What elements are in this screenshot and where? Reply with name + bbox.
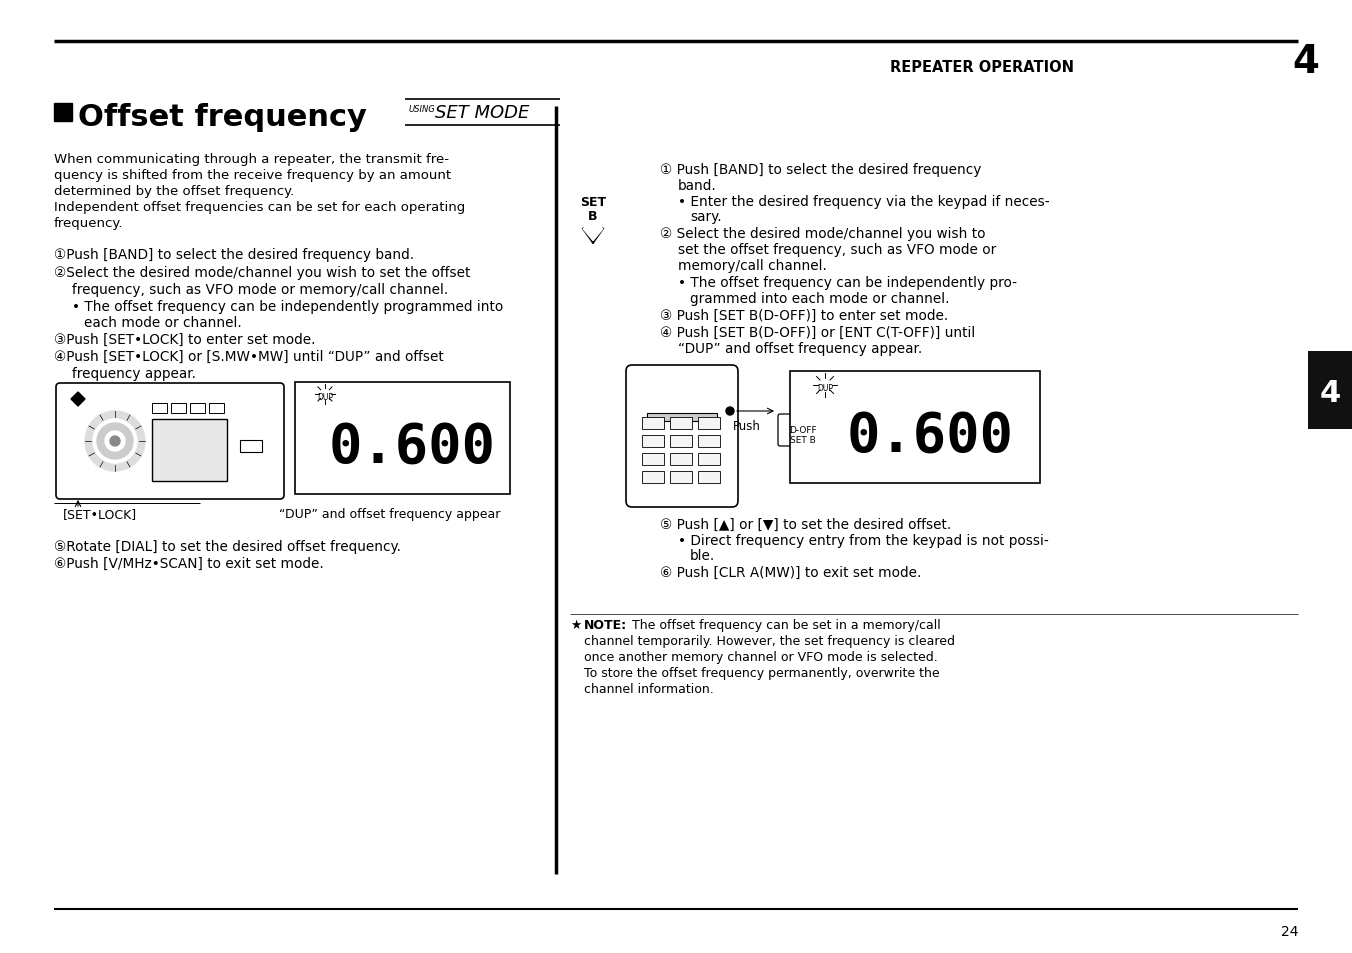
Bar	[671, 454, 692, 465]
Bar	[642, 454, 664, 465]
Circle shape	[105, 432, 124, 452]
Text: determined by the offset frequency.: determined by the offset frequency.	[54, 185, 295, 198]
Text: SET: SET	[580, 195, 606, 209]
Bar	[671, 436, 692, 448]
Text: • The offset frequency can be independently programmed into: • The offset frequency can be independen…	[72, 299, 503, 314]
Text: Offset frequency: Offset frequency	[78, 102, 366, 132]
Bar	[698, 417, 721, 430]
Text: 0.600: 0.600	[846, 409, 1014, 462]
Text: • Enter the desired frequency via the keypad if neces-: • Enter the desired frequency via the ke…	[677, 194, 1049, 209]
Text: ③Push [SET•LOCK] to enter set mode.: ③Push [SET•LOCK] to enter set mode.	[54, 333, 315, 347]
Text: ⑥Push [V/MHz•SCAN] to exit set mode.: ⑥Push [V/MHz•SCAN] to exit set mode.	[54, 557, 323, 571]
Bar	[210, 403, 224, 414]
Text: 0.600: 0.600	[329, 420, 495, 473]
Text: ④ Push [SET B(D-OFF)] or [ENT C(T-OFF)] until: ④ Push [SET B(D-OFF)] or [ENT C(T-OFF)] …	[660, 326, 975, 339]
Bar	[671, 472, 692, 483]
Text: Independent offset frequencies can be set for each operating: Independent offset frequencies can be se…	[54, 201, 465, 213]
Text: frequency.: frequency.	[54, 216, 123, 230]
Bar	[648, 414, 717, 421]
Text: channel information.: channel information.	[584, 682, 714, 696]
Bar	[698, 454, 721, 465]
Text: frequency, such as VFO mode or memory/call channel.: frequency, such as VFO mode or memory/ca…	[72, 283, 449, 296]
Bar	[642, 417, 664, 430]
Text: ②Select the desired mode/channel you wish to set the offset: ②Select the desired mode/channel you wis…	[54, 266, 470, 280]
Text: once another memory channel or VFO mode is selected.: once another memory channel or VFO mode …	[584, 650, 938, 663]
Circle shape	[93, 419, 137, 463]
Text: The offset frequency can be set in a memory/call: The offset frequency can be set in a mem…	[631, 618, 941, 631]
Text: ⑤ Push [▲] or [▼] to set the desired offset.: ⑤ Push [▲] or [▼] to set the desired off…	[660, 517, 952, 532]
Text: ⑤Rotate [DIAL] to set the desired offset frequency.: ⑤Rotate [DIAL] to set the desired offset…	[54, 539, 402, 554]
Text: quency is shifted from the receive frequency by an amount: quency is shifted from the receive frequ…	[54, 169, 452, 182]
FancyBboxPatch shape	[626, 366, 738, 507]
Text: • Direct frequency entry from the keypad is not possi-: • Direct frequency entry from the keypad…	[677, 534, 1049, 547]
Text: memory/call channel.: memory/call channel.	[677, 258, 827, 273]
Bar	[642, 472, 664, 483]
FancyBboxPatch shape	[777, 415, 827, 447]
Text: ① Push [BAND] to select the desired frequency: ① Push [BAND] to select the desired freq…	[660, 163, 982, 177]
Bar	[642, 436, 664, 448]
Text: 4: 4	[1293, 43, 1320, 81]
Bar	[698, 436, 721, 448]
Text: ①Push [BAND] to select the desired frequency band.: ①Push [BAND] to select the desired frequ…	[54, 248, 414, 262]
Circle shape	[726, 408, 734, 416]
Text: DUP: DUP	[316, 393, 333, 401]
Text: ★: ★	[571, 618, 581, 631]
Text: “DUP” and offset frequency appear: “DUP” and offset frequency appear	[280, 507, 500, 520]
Text: When communicating through a repeater, the transmit fre-: When communicating through a repeater, t…	[54, 152, 449, 166]
Text: “DUP” and offset frequency appear.: “DUP” and offset frequency appear.	[677, 341, 922, 355]
Text: 4: 4	[1320, 378, 1341, 407]
Circle shape	[110, 436, 120, 447]
Circle shape	[85, 412, 145, 472]
Text: ④Push [SET•LOCK] or [S.MW•MW] until “DUP” and offset: ④Push [SET•LOCK] or [S.MW•MW] until “DUP…	[54, 350, 443, 364]
Text: NOTE:: NOTE:	[584, 618, 627, 631]
Text: each mode or channel.: each mode or channel.	[84, 315, 242, 330]
Circle shape	[97, 423, 132, 459]
Text: REPEATER OPERATION: REPEATER OPERATION	[890, 60, 1073, 75]
Text: ③ Push [SET B(D-OFF)] to enter set mode.: ③ Push [SET B(D-OFF)] to enter set mode.	[660, 309, 948, 323]
FancyBboxPatch shape	[55, 384, 284, 499]
Bar	[151, 403, 168, 414]
Bar	[790, 372, 1040, 483]
Text: D-OFF: D-OFF	[790, 426, 817, 435]
Polygon shape	[72, 393, 85, 407]
Text: B: B	[588, 211, 598, 223]
Bar	[295, 382, 510, 495]
Text: To store the offset frequency permanently, overwrite the: To store the offset frequency permanentl…	[584, 666, 940, 679]
Bar	[54, 104, 72, 122]
Text: DUP: DUP	[817, 384, 833, 393]
Text: SET B: SET B	[790, 436, 815, 444]
Text: • The offset frequency can be independently pro-: • The offset frequency can be independen…	[677, 275, 1017, 290]
Text: set the offset frequency, such as VFO mode or: set the offset frequency, such as VFO mo…	[677, 243, 996, 256]
Text: ble.: ble.	[690, 548, 715, 562]
Bar	[1307, 352, 1352, 430]
Text: Push: Push	[733, 420, 761, 433]
Polygon shape	[583, 230, 603, 241]
Bar	[671, 417, 692, 430]
Bar	[151, 419, 227, 481]
Text: frequency appear.: frequency appear.	[72, 367, 196, 380]
Text: grammed into each mode or channel.: grammed into each mode or channel.	[690, 292, 949, 306]
Text: sary.: sary.	[690, 210, 722, 224]
Bar	[170, 403, 187, 414]
Bar	[698, 472, 721, 483]
Text: 24: 24	[1280, 924, 1298, 938]
Text: USING: USING	[410, 105, 435, 113]
Text: ② Select the desired mode/channel you wish to: ② Select the desired mode/channel you wi…	[660, 227, 986, 241]
Text: channel temporarily. However, the set frequency is cleared: channel temporarily. However, the set fr…	[584, 635, 955, 647]
Text: band.: band.	[677, 179, 717, 193]
Text: [SET•LOCK]: [SET•LOCK]	[64, 507, 137, 520]
Text: ⑥ Push [CLR A(MW)] to exit set mode.: ⑥ Push [CLR A(MW)] to exit set mode.	[660, 565, 921, 579]
Bar	[191, 403, 206, 414]
Text: SET MODE: SET MODE	[435, 104, 530, 122]
Bar	[241, 440, 262, 453]
